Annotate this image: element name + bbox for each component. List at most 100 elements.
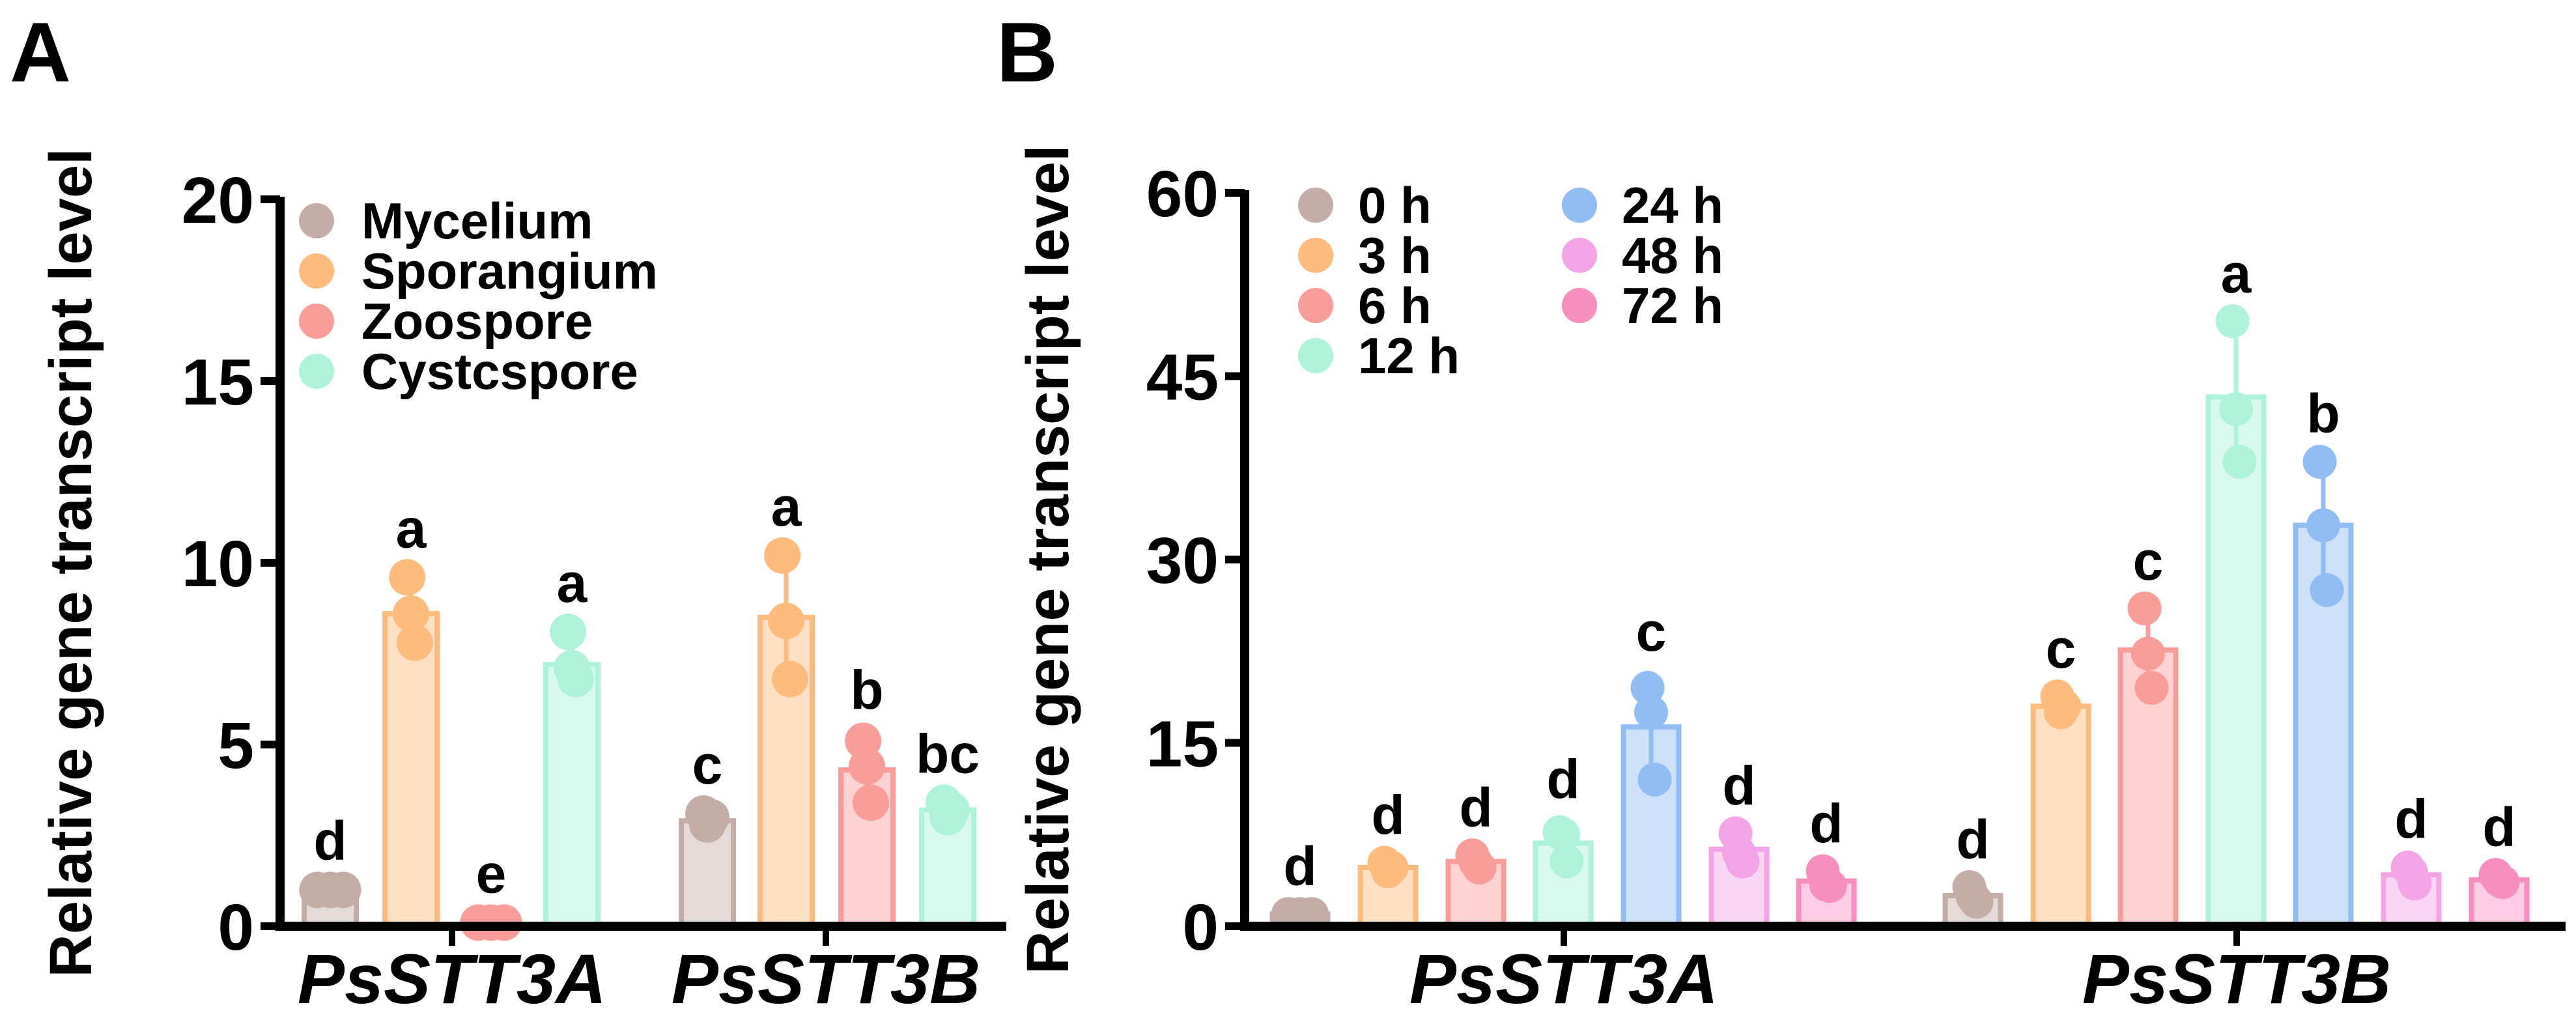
data-point [2047,689,2082,724]
significance-letter: c [1636,601,1667,662]
legend-label: Zoospore [361,292,593,350]
significance-letter: c [2133,530,2164,591]
y-tick-label: 0 [1182,891,1219,964]
y-tick-label: 30 [1146,524,1219,597]
data-point [692,799,729,836]
legend-marker [1298,288,1333,323]
significance-letter: b [850,659,883,720]
data-point [771,660,808,698]
data-point [2127,591,2162,626]
legend-marker [299,253,334,289]
panel-b-chart: B Relative gene transcript level d d0 hdc3… [997,5,2566,1018]
significance-letter: a [557,552,588,614]
significance-letter: b [2306,383,2340,444]
significance-letter: d [1722,755,1755,816]
significance-letter: c [2046,618,2076,679]
significance-letter: a [771,476,802,537]
data-point [2134,671,2169,705]
data-point [324,872,361,909]
y-tick-label: 20 [182,164,254,237]
significance-letter: d [1956,809,1989,870]
legend-label: Sporangium [361,242,658,300]
data-point [2306,508,2340,543]
data-point [2485,865,2520,900]
data-point [764,537,801,574]
panel-a-chart: A Relative gene transcript level d c Myceli… [10,5,1006,1018]
data-point [933,791,970,829]
significance-letter: d [1371,784,1404,845]
legend-label: 12 h [1358,327,1460,384]
data-point [1637,762,1672,797]
data-point [1550,844,1584,879]
legend-marker [1562,238,1597,273]
legend-marker [1562,288,1597,323]
data-point [550,614,587,651]
legend-marker [1298,188,1333,223]
panel-b-label: B [997,5,1058,100]
significance-letter: a [396,498,427,559]
x-category-label: PsSTT3B [672,939,980,1018]
data-point [1959,885,1994,919]
legend-label: Mycelium [361,192,593,249]
data-point [2310,573,2344,607]
y-axis-title: Relative gene transcript level [1015,145,1081,974]
significance-letter: a [2221,243,2252,304]
y-tick-label: 15 [182,346,254,419]
legend-marker [1562,188,1597,223]
significance-letter: d [2482,797,2515,858]
legend-label: 72 h [1622,277,1723,334]
y-tick-label: 0 [218,891,254,964]
legend-marker [299,354,334,389]
significance-letter: bc [916,723,980,784]
legend-label: 3 h [1358,227,1432,284]
legend-label: 6 h [1358,277,1432,334]
data-point [1634,695,1668,730]
data-point [2398,866,2432,901]
significance-letter: d [1459,777,1492,838]
significance-letter: d [2394,789,2427,850]
data-point [1462,850,1497,885]
x-category-label: PsSTT3A [1409,939,1718,1018]
data-point [852,784,889,821]
legend-label: 48 h [1622,227,1723,284]
legend-marker [1298,238,1333,273]
data-point [1374,850,1409,885]
legend-marker [1298,338,1333,373]
y-axis-title: Relative gene transcript level [38,148,104,977]
significance-letter: d [1809,793,1843,855]
data-point [768,603,804,640]
data-point [396,624,433,661]
y-tick-label: 15 [1146,708,1219,781]
significance-letter: e [476,843,507,904]
legend-marker [299,304,334,339]
y-tick-label: 10 [182,528,254,601]
data-point [2215,304,2250,339]
significance-letter: c [692,734,723,795]
y-tick-label: 5 [218,709,254,782]
data-point [1813,869,1847,903]
data-point [2131,636,2165,671]
bar-Cystcspore-PsSTT3A [543,662,601,929]
data-point [389,559,426,596]
x-category-label: PsSTT3B [2082,939,2391,1018]
legend-label: 24 h [1622,177,1723,234]
data-point [2222,444,2257,479]
panel-a-label: A [10,5,71,100]
significance-letter: d [1283,836,1316,897]
data-point [2302,444,2337,479]
legend-label: Cystcspore [361,343,638,400]
legend-label: 0 h [1358,177,1432,234]
data-point [849,748,885,785]
significance-letter: d [313,810,347,872]
bar-3h-PsSTT3B [2030,703,2091,929]
legend-marker [299,203,334,238]
data-point [1725,844,1760,879]
data-point [1546,817,1580,852]
y-tick-label: 45 [1146,341,1219,414]
data-point [557,660,594,698]
significance-letter: d [1546,748,1579,810]
data-point [2219,392,2253,427]
x-category-label: PsSTT3A [298,939,606,1018]
y-tick-label: 60 [1146,158,1219,231]
